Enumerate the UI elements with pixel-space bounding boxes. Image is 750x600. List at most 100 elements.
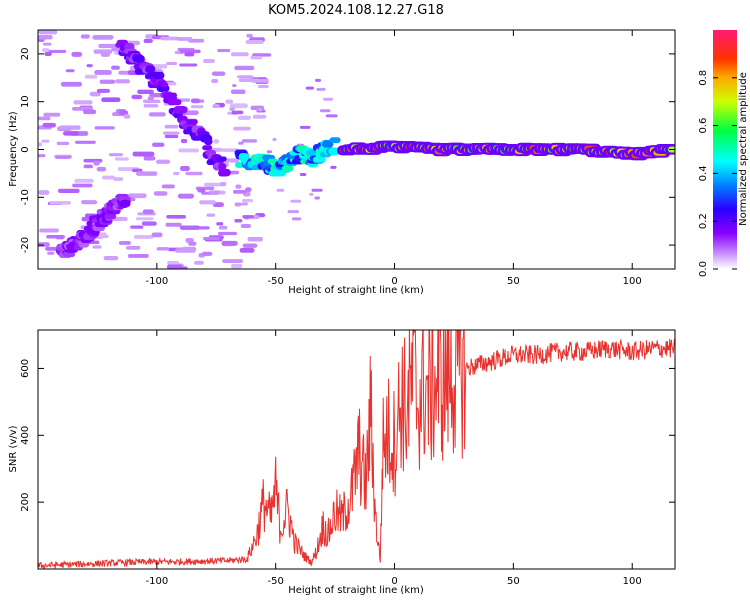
- spectrogram-x-tick-label: 100: [623, 276, 642, 287]
- spectrogram-cell: [98, 43, 120, 49]
- spectrogram-cell: [123, 114, 131, 119]
- spectrogram-cell: [118, 110, 129, 115]
- spectrogram-cell: [225, 99, 234, 104]
- spectrogram-cell: [73, 100, 93, 105]
- spectrogram-cell: [177, 37, 193, 41]
- spectrogram-cell: [127, 193, 147, 199]
- spectrogram-cell: [38, 154, 46, 158]
- spectrogram-cell: [175, 248, 196, 253]
- spectrogram-cell: [132, 55, 145, 63]
- spectrogram-cell: [234, 65, 255, 71]
- spectrogram-cell: [328, 147, 340, 156]
- spectrogram-cell: [218, 168, 231, 177]
- spectrogram-cell: [126, 245, 141, 250]
- spectrogram-cell: [43, 112, 61, 117]
- spectrogram-x-tick-label: -100: [145, 276, 168, 287]
- spectrogram-cell: [57, 188, 80, 193]
- spectrogram-cell: [147, 96, 154, 101]
- spectrogram-cell: [118, 240, 131, 245]
- spectrogram-cell: [94, 70, 112, 75]
- spectrogram-cell: [206, 213, 215, 217]
- spectrogram-cell: [42, 122, 56, 128]
- spectrogram-cell: [42, 42, 52, 46]
- snr-y-tick-label: 600: [20, 359, 31, 378]
- spectrogram-cell: [114, 157, 129, 161]
- snr-x-axis-label: Height of straight line (km): [288, 585, 424, 596]
- spectrogram-cell: [211, 79, 219, 84]
- spectrogram-cell: [149, 92, 164, 98]
- spectrogram-cell: [204, 138, 213, 146]
- spectrogram-cell: [164, 134, 179, 139]
- spectrogram-y-axis-label: Frequency (Hz): [8, 111, 19, 187]
- spectrogram-cell: [96, 88, 110, 93]
- spectrogram-cell: [221, 148, 239, 152]
- spectrogram-cell: [316, 87, 326, 91]
- spectrogram-cell: [72, 183, 93, 188]
- spectrogram-cell: [62, 251, 76, 258]
- spectrogram-cell: [198, 226, 210, 230]
- spectrogram-cell: [257, 84, 269, 89]
- spectrogram-cell: [63, 131, 79, 136]
- spectrogram-cell: [287, 210, 299, 214]
- spectrogram-cell: [180, 138, 188, 144]
- spectrogram-cell: [230, 52, 249, 57]
- spectrogram-cell: [188, 241, 197, 246]
- spectrogram-cell: [290, 199, 302, 203]
- spectrogram-cell: [230, 106, 236, 110]
- spectrogram-cell: [202, 145, 213, 151]
- spectrogram-cell: [252, 53, 272, 57]
- spectrogram-cell: [38, 242, 50, 247]
- spectrogram-cell: [272, 137, 277, 141]
- spectrogram-cell: [60, 81, 83, 87]
- spectrogram-cell: [203, 59, 215, 63]
- spectrogram-cell: [234, 219, 243, 223]
- snr-y-ticks: 200 400 600: [20, 359, 675, 512]
- snr-panel: -100 -50 0 50 100 200 400 600 Height of straig…: [8, 329, 676, 596]
- spectrogram-cell: [130, 225, 144, 229]
- spectrogram-cell: [216, 222, 224, 226]
- spectrogram-cell: [133, 235, 154, 239]
- snr-x-tick-label: -50: [268, 576, 284, 587]
- spectrogram-cell: [160, 82, 169, 88]
- spectrogram-cell: [86, 64, 93, 68]
- spectrogram-cell: [242, 243, 258, 248]
- spectrogram-cell: [221, 240, 238, 246]
- spectrogram-cell: [115, 79, 131, 84]
- spectrogram-cell: [245, 187, 252, 192]
- spectrogram-cell: [199, 200, 216, 205]
- spectrogram-cell: [330, 165, 337, 169]
- spectrogram-cell: [48, 49, 67, 53]
- snr-y-axis-label: SNR (v/v): [8, 425, 19, 472]
- spectrogram-cell: [92, 245, 102, 249]
- spectrogram-cell: [143, 38, 153, 43]
- spectrogram-cell: [237, 115, 251, 120]
- spectrogram-cell: [212, 104, 220, 109]
- spectrogram-cell: [217, 48, 231, 53]
- spectrogram-cell: [163, 131, 180, 135]
- spectrogram-cell: [217, 231, 237, 236]
- spectrogram-cell: [315, 78, 321, 82]
- spectrogram-cell: [104, 213, 117, 220]
- spectrogram-cell: [245, 39, 264, 45]
- spectrogram-cell: [311, 188, 323, 192]
- spectrogram-cell: [108, 153, 123, 157]
- spectrogram-cell: [185, 171, 203, 176]
- colorbar-tick-label: 0.6: [698, 118, 709, 134]
- spectrogram-cell: [151, 232, 163, 238]
- spectrogram-cell: [257, 108, 263, 112]
- spectrogram-cell: [71, 51, 83, 57]
- spectrogram-cell: [325, 114, 338, 118]
- spectrogram-cell: [222, 259, 243, 263]
- spectrogram-cell: [190, 105, 204, 109]
- spectrogram-cell: [281, 165, 294, 172]
- spectrogram-cell: [173, 266, 188, 269]
- spectrogram-cell: [202, 237, 220, 241]
- spectrogram-cell: [319, 109, 331, 113]
- spectrogram-cell: [179, 63, 198, 67]
- spectrogram-cell: [291, 217, 302, 221]
- spectrogram-cell: [164, 124, 179, 129]
- snr-frame: [37, 329, 676, 570]
- colorbar-tick-label: 0.4: [698, 165, 709, 181]
- spectrogram-cell: [165, 222, 182, 227]
